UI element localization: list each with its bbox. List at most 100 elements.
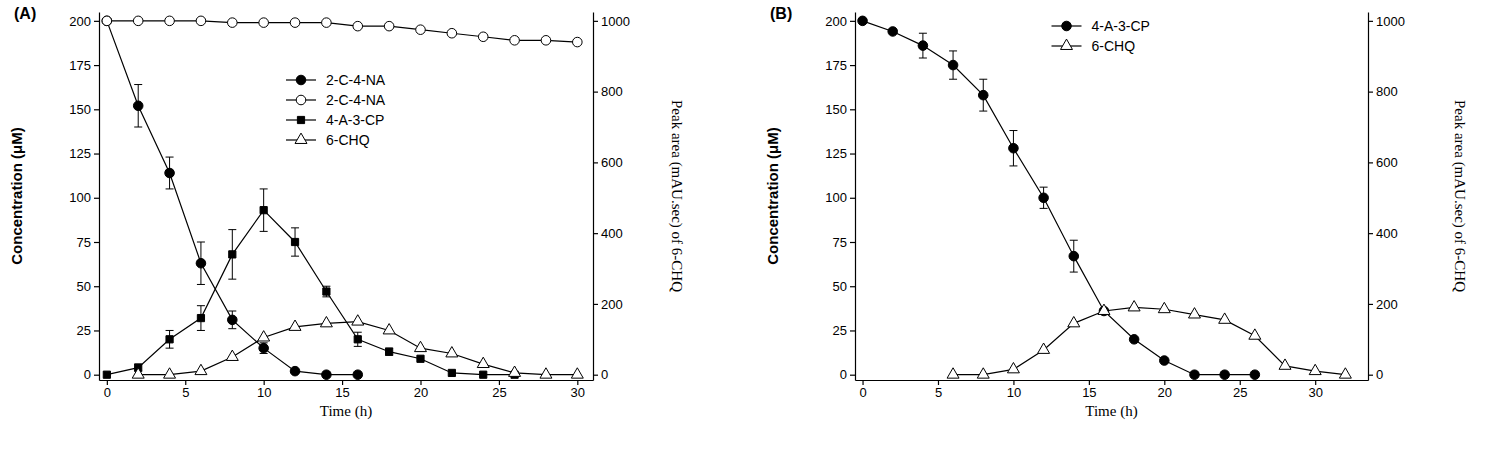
plot-area <box>858 16 1352 379</box>
series-line <box>107 210 515 375</box>
x-tick: 10 <box>1007 380 1021 400</box>
legend: 2-C-4-NA2-C-4-NA4-A-3-CP6-CHQ <box>286 72 386 148</box>
data-point <box>1038 343 1050 353</box>
legend-marker <box>1062 21 1072 31</box>
y-tick-label: 75 <box>77 235 91 250</box>
legend-marker <box>296 75 306 85</box>
error-bar <box>166 157 174 189</box>
x-axis-title: Time (h) <box>1085 403 1137 420</box>
data-point <box>1250 370 1260 380</box>
data-point <box>978 90 988 100</box>
data-point <box>323 288 330 295</box>
data-point <box>1039 193 1049 203</box>
y2-tick-mark <box>1368 375 1373 376</box>
chart: 0510152025300255075100125150175200020040… <box>8 5 685 420</box>
data-point <box>858 16 868 26</box>
data-point <box>509 366 521 376</box>
data-point <box>196 258 206 268</box>
data-point <box>415 341 427 351</box>
data-point <box>322 18 332 28</box>
y2-tick: 800 <box>1368 84 1398 99</box>
y-tick-mark <box>94 65 99 66</box>
data-point <box>510 36 520 46</box>
error-bar-cap <box>291 227 299 228</box>
x-tick: 30 <box>571 380 585 400</box>
error-bar-cap <box>949 50 957 51</box>
x-tick-label: 5 <box>935 385 942 400</box>
legend-label: 4-A-3-CP <box>1092 18 1150 34</box>
data-point <box>948 60 958 70</box>
legend-marker <box>1061 39 1073 49</box>
error-bar-cap <box>166 348 174 349</box>
y-tick-label: 175 <box>69 58 91 73</box>
y-tick: 75 <box>833 235 855 250</box>
x-tick-label: 5 <box>182 385 189 400</box>
y-tick: 150 <box>825 102 855 117</box>
data-point <box>417 355 424 362</box>
y-tick: 25 <box>77 323 99 338</box>
error-bar-cap <box>197 242 205 243</box>
legend-marker <box>295 133 307 143</box>
error-bar <box>919 33 927 58</box>
error-bar-cap <box>166 157 174 158</box>
x-tick-label: 20 <box>1158 385 1172 400</box>
y-tick-mark <box>850 242 855 243</box>
y2-tick-label: 1000 <box>1376 14 1405 29</box>
y-tick: 175 <box>69 58 99 73</box>
data-point <box>1068 316 1080 326</box>
y-tick: 50 <box>77 279 99 294</box>
y2-tick-mark <box>1368 21 1373 22</box>
data-point <box>1339 368 1351 378</box>
y-tick-mark <box>850 286 855 287</box>
y-tick-mark <box>94 242 99 243</box>
y2-tick-label: 1000 <box>601 14 630 29</box>
legend-label: 2-C-4-NA <box>326 72 386 88</box>
series-line <box>953 307 1345 374</box>
error-bar-cap <box>1009 130 1017 131</box>
data-point <box>383 324 395 334</box>
error-bar-cap <box>197 305 205 306</box>
y-tick-mark <box>94 21 99 22</box>
data-point <box>1189 308 1201 318</box>
error-bar-cap <box>228 229 236 230</box>
data-point <box>102 16 112 26</box>
series <box>102 16 362 379</box>
y-tick: 175 <box>825 58 855 73</box>
data-point <box>1220 370 1230 380</box>
data-point <box>133 101 143 111</box>
error-bar-cap <box>166 188 174 189</box>
chart: 0510152025300255075100125150175200020040… <box>764 5 1468 420</box>
error-bar-cap <box>1009 165 1017 166</box>
error-bar <box>354 332 362 346</box>
data-point <box>918 41 928 51</box>
y-tick: 125 <box>825 146 855 161</box>
x-axis: 051015202530 <box>856 380 1369 400</box>
y2-tick: 1000 <box>1368 14 1405 29</box>
y-tick-label: 0 <box>84 367 91 382</box>
data-point <box>289 320 301 330</box>
y-tick-label: 125 <box>69 146 91 161</box>
data-point <box>197 314 204 321</box>
data-point <box>291 238 298 245</box>
y2-tick-mark <box>1368 304 1373 305</box>
data-point <box>290 366 300 376</box>
legend-entry: 4-A-3-CP <box>1052 18 1150 34</box>
error-bar <box>1009 131 1017 166</box>
data-point <box>1160 356 1170 366</box>
x-tick: 0 <box>859 380 866 400</box>
error-bar-cap <box>291 256 299 257</box>
error-bar-cap <box>228 279 236 280</box>
panel-title: (B) <box>770 5 792 22</box>
y2-tick-label: 800 <box>601 84 623 99</box>
data-point <box>103 371 110 378</box>
data-point <box>1309 364 1321 374</box>
data-point <box>260 207 267 214</box>
y-tick-label: 25 <box>833 323 847 338</box>
figure: 0510152025300255075100125150175200020040… <box>0 0 1491 474</box>
x-tick-label: 0 <box>859 385 866 400</box>
data-point <box>571 368 583 378</box>
y2-tick-label: 600 <box>601 155 623 170</box>
y-axis-line <box>99 13 100 381</box>
y2-tick: 400 <box>1368 226 1398 241</box>
y2-tick-label: 600 <box>1376 155 1398 170</box>
